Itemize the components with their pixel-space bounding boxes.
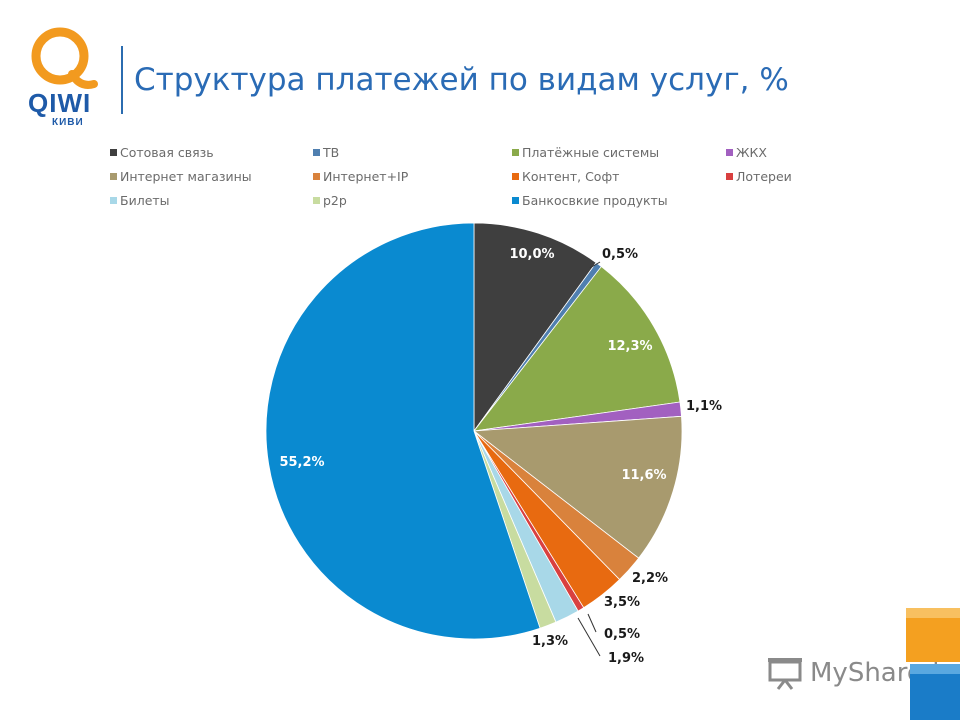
- legend-item: Интернет+IP: [313, 168, 408, 184]
- legend-swatch: [512, 196, 519, 204]
- legend-label: ТВ: [323, 144, 340, 160]
- legend-swatch: [313, 148, 320, 156]
- legend-item: Банкосвкие продукты: [512, 192, 668, 208]
- pie-slice: [473, 265, 681, 432]
- pie-slice: [472, 415, 683, 559]
- data-label: 0,5%: [602, 247, 638, 262]
- legend-label: Интернет магазины: [120, 168, 252, 184]
- legend-item: Билеты: [110, 192, 170, 208]
- legend-item: Сотовая связь: [110, 144, 214, 160]
- data-label: 10,0%: [509, 247, 554, 262]
- legend-item: Платёжные системы: [512, 144, 659, 160]
- legend-label: Лотереи: [736, 168, 792, 184]
- legend-item: Интернет магазины: [110, 168, 252, 184]
- data-label: 1,3%: [532, 634, 568, 649]
- data-label: 3,5%: [604, 595, 640, 610]
- legend-label: Сотовая связь: [120, 144, 214, 160]
- legend-item: ЖКХ: [726, 144, 767, 160]
- qiwi-logo: [31, 27, 98, 89]
- data-label: 0,5%: [604, 627, 640, 642]
- legend-swatch: [512, 172, 519, 180]
- legend-item: p2p: [313, 192, 347, 208]
- title-divider: [121, 46, 123, 114]
- legend-label: Контент, Софт: [522, 168, 620, 184]
- legend-swatch: [512, 148, 519, 156]
- legend-label: Банкосвкие продукты: [522, 192, 668, 208]
- data-label: 11,6%: [621, 468, 666, 483]
- data-label: 12,3%: [607, 339, 652, 354]
- legend-label: Билеты: [120, 192, 170, 208]
- legend-label: Интернет+IP: [323, 168, 409, 184]
- pie-slice: [265, 222, 541, 640]
- legend-label: ЖКХ: [736, 144, 767, 160]
- legend-swatch: [110, 148, 117, 156]
- page-title: Структура платежей по видам услуг, %: [134, 62, 789, 98]
- legend-swatch: [110, 196, 117, 204]
- data-label: 1,9%: [608, 651, 644, 666]
- leader-line: [587, 613, 597, 633]
- legend-swatch: [313, 196, 320, 204]
- logo-subtext: КИВИ: [52, 117, 84, 128]
- data-label: 55,2%: [279, 455, 324, 470]
- pie-slice: [473, 222, 597, 433]
- leader-line: [589, 261, 601, 269]
- legend-item: Лотереи: [726, 168, 792, 184]
- leader-line: [577, 617, 601, 657]
- legend-swatch: [110, 172, 117, 180]
- data-label: 2,2%: [632, 571, 668, 586]
- legend-item: Контент, Софт: [512, 168, 619, 184]
- data-label: 1,1%: [686, 399, 722, 414]
- legend-swatch: [313, 172, 320, 180]
- legend-swatch: [726, 172, 733, 180]
- legend-item: ТВ: [313, 144, 339, 160]
- presentation-icon: [768, 658, 802, 690]
- legend-label: Платёжные системы: [522, 144, 660, 160]
- decorative-cubes: [906, 608, 960, 720]
- legend-swatch: [726, 148, 733, 156]
- legend-label: p2p: [323, 192, 347, 208]
- logo-text: QIWI: [28, 88, 92, 118]
